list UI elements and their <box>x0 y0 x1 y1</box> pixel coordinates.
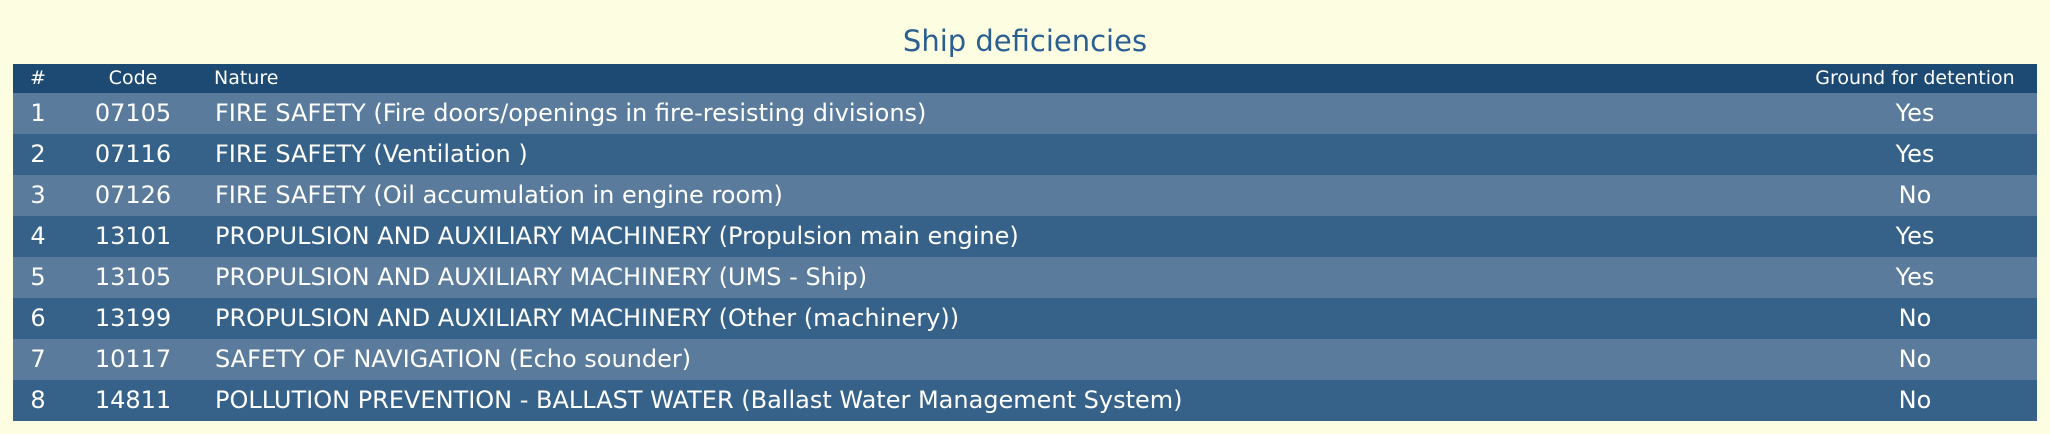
cell-code: 10117 <box>63 339 203 380</box>
table-row: 3 07126 FIRE SAFETY (Oil accumulation in… <box>13 175 2037 216</box>
cell-number: 8 <box>13 380 63 421</box>
column-header-nature: Nature <box>203 64 1793 93</box>
deficiencies-table: # Code Nature Ground for detention 1 071… <box>13 64 2037 421</box>
cell-ground-for-detention: No <box>1793 175 2037 216</box>
cell-ground-for-detention: Yes <box>1793 216 2037 257</box>
cell-nature: PROPULSION AND AUXILIARY MACHINERY (Prop… <box>203 216 1793 257</box>
table-header-row: # Code Nature Ground for detention <box>13 64 2037 93</box>
column-header-code: Code <box>63 64 203 93</box>
cell-ground-for-detention: No <box>1793 380 2037 421</box>
cell-nature: FIRE SAFETY (Ventilation ) <box>203 134 1793 175</box>
cell-number: 3 <box>13 175 63 216</box>
column-header-number: # <box>13 64 63 93</box>
cell-nature: PROPULSION AND AUXILIARY MACHINERY (Othe… <box>203 298 1793 339</box>
table-row: 8 14811 POLLUTION PREVENTION - BALLAST W… <box>13 380 2037 421</box>
cell-code: 13105 <box>63 257 203 298</box>
table-row: 1 07105 FIRE SAFETY (Fire doors/openings… <box>13 93 2037 134</box>
table-row: 6 13199 PROPULSION AND AUXILIARY MACHINE… <box>13 298 2037 339</box>
table-row: 5 13105 PROPULSION AND AUXILIARY MACHINE… <box>13 257 2037 298</box>
cell-number: 1 <box>13 93 63 134</box>
cell-ground-for-detention: Yes <box>1793 134 2037 175</box>
cell-ground-for-detention: Yes <box>1793 93 2037 134</box>
cell-nature: POLLUTION PREVENTION - BALLAST WATER (Ba… <box>203 380 1793 421</box>
cell-number: 4 <box>13 216 63 257</box>
table-row: 4 13101 PROPULSION AND AUXILIARY MACHINE… <box>13 216 2037 257</box>
cell-ground-for-detention: No <box>1793 298 2037 339</box>
cell-code: 07116 <box>63 134 203 175</box>
cell-code: 07105 <box>63 93 203 134</box>
cell-ground-for-detention: Yes <box>1793 257 2037 298</box>
column-header-ground-for-detention: Ground for detention <box>1793 64 2037 93</box>
table-row: 2 07116 FIRE SAFETY (Ventilation ) Yes <box>13 134 2037 175</box>
cell-number: 5 <box>13 257 63 298</box>
cell-number: 6 <box>13 298 63 339</box>
cell-code: 13199 <box>63 298 203 339</box>
cell-code: 07126 <box>63 175 203 216</box>
cell-number: 7 <box>13 339 63 380</box>
cell-nature: SAFETY OF NAVIGATION (Echo sounder) <box>203 339 1793 380</box>
cell-code: 13101 <box>63 216 203 257</box>
cell-number: 2 <box>13 134 63 175</box>
table-row: 7 10117 SAFETY OF NAVIGATION (Echo sound… <box>13 339 2037 380</box>
cell-ground-for-detention: No <box>1793 339 2037 380</box>
cell-nature: FIRE SAFETY (Fire doors/openings in fire… <box>203 93 1793 134</box>
cell-code: 14811 <box>63 380 203 421</box>
cell-nature: FIRE SAFETY (Oil accumulation in engine … <box>203 175 1793 216</box>
cell-nature: PROPULSION AND AUXILIARY MACHINERY (UMS … <box>203 257 1793 298</box>
page-title: Ship deficiencies <box>902 24 1148 58</box>
